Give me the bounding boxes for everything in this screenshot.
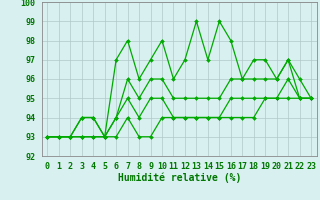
X-axis label: Humidité relative (%): Humidité relative (%) (117, 173, 241, 183)
